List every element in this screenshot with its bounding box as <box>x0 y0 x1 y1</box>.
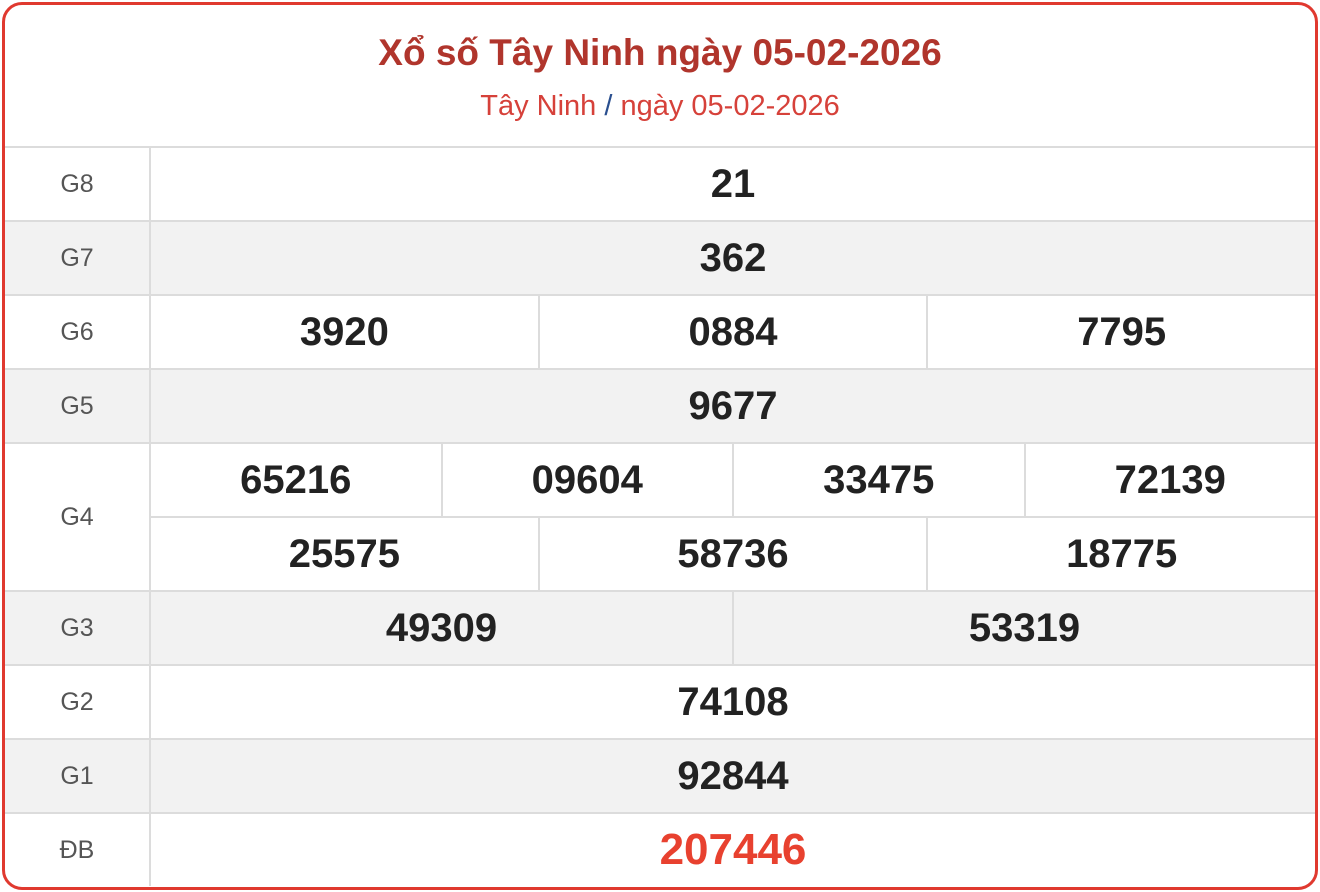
prize-row-G6: G6 3920 0884 7795 <box>5 294 1315 368</box>
prize-values: 362 <box>151 222 1315 294</box>
prize-value-row: 25575 58736 18775 <box>151 516 1315 590</box>
prize-number: 74108 <box>677 679 789 724</box>
breadcrumb-separator: / <box>604 90 613 122</box>
prize-row-G3: G3 49309 53319 <box>5 590 1315 664</box>
prize-number: 25575 <box>288 531 400 576</box>
prize-number: 9677 <box>688 383 778 428</box>
prize-number: 49309 <box>385 605 498 650</box>
prize-row-G4: G4 65216 09604 33475 72139 25575 58736 18775 <box>5 442 1315 590</box>
prize-value-row: 9677 <box>151 370 1315 442</box>
prize-number: 33475 <box>732 444 1024 516</box>
prize-label: G6 <box>5 296 151 368</box>
prize-number: 21 <box>710 161 756 206</box>
prize-values: 49309 53319 <box>151 592 1315 664</box>
results-table: G8 21 G7 362 G6 3920 0884 7795 G5 9677 G4 65216 0960… <box>5 146 1315 886</box>
prize-values: 3920 0884 7795 <box>151 296 1315 368</box>
prize-value-row: 362 <box>151 222 1315 294</box>
prize-label: G3 <box>5 592 151 664</box>
prize-number: 362 <box>699 235 767 280</box>
prize-values: 9677 <box>151 370 1315 442</box>
prize-number: 65216 <box>240 457 352 502</box>
prize-value-row: 65216 09604 33475 72139 <box>151 444 1315 516</box>
special-prize-number: 207446 <box>659 825 807 874</box>
prize-value-row: 49309 53319 <box>151 592 1315 664</box>
prize-number: 7795 <box>926 296 1315 368</box>
prize-number: 09604 <box>440 444 733 516</box>
prize-label: G2 <box>5 666 151 738</box>
prize-values: 65216 09604 33475 72139 25575 58736 18775 <box>151 444 1315 590</box>
prize-number: 72139 <box>1023 444 1316 516</box>
prize-values: 21 <box>151 148 1315 220</box>
prize-number: 53319 <box>732 592 1315 664</box>
prize-label: G1 <box>5 740 151 812</box>
prize-label: G8 <box>5 148 151 220</box>
prize-row-ĐB: ĐB 207446 <box>5 812 1315 886</box>
prize-number: 58736 <box>537 518 927 590</box>
prize-label: G7 <box>5 222 151 294</box>
breadcrumb-date-link[interactable]: ngày 05-02-2026 <box>620 90 840 122</box>
prize-values: 92844 <box>151 740 1315 812</box>
prize-value-row: 92844 <box>151 740 1315 812</box>
prize-row-G8: G8 21 <box>5 146 1315 220</box>
prize-value-row: 3920 0884 7795 <box>151 296 1315 368</box>
prize-values: 207446 <box>151 814 1315 886</box>
prize-number: 18775 <box>926 518 1315 590</box>
prize-row-G2: G2 74108 <box>5 664 1315 738</box>
prize-row-G7: G7 362 <box>5 220 1315 294</box>
breadcrumb: Tây Ninh / ngày 05-02-2026 <box>5 89 1315 123</box>
prize-number: 3920 <box>299 309 389 354</box>
prize-label: G4 <box>5 444 151 590</box>
prize-row-G5: G5 9677 <box>5 368 1315 442</box>
header: Xổ số Tây Ninh ngày 05-02-2026 Tây Ninh … <box>5 5 1315 146</box>
prize-value-row: 74108 <box>151 666 1315 738</box>
prize-value-row: 21 <box>151 148 1315 220</box>
prize-values: 74108 <box>151 666 1315 738</box>
prize-label: ĐB <box>5 814 151 886</box>
prize-row-G1: G1 92844 <box>5 738 1315 812</box>
prize-label: G5 <box>5 370 151 442</box>
breadcrumb-province-link[interactable]: Tây Ninh <box>480 90 597 122</box>
prize-value-row: 207446 <box>151 814 1315 886</box>
prize-number: 0884 <box>537 296 927 368</box>
prize-number: 92844 <box>677 753 789 798</box>
page-title: Xổ số Tây Ninh ngày 05-02-2026 <box>378 32 942 73</box>
